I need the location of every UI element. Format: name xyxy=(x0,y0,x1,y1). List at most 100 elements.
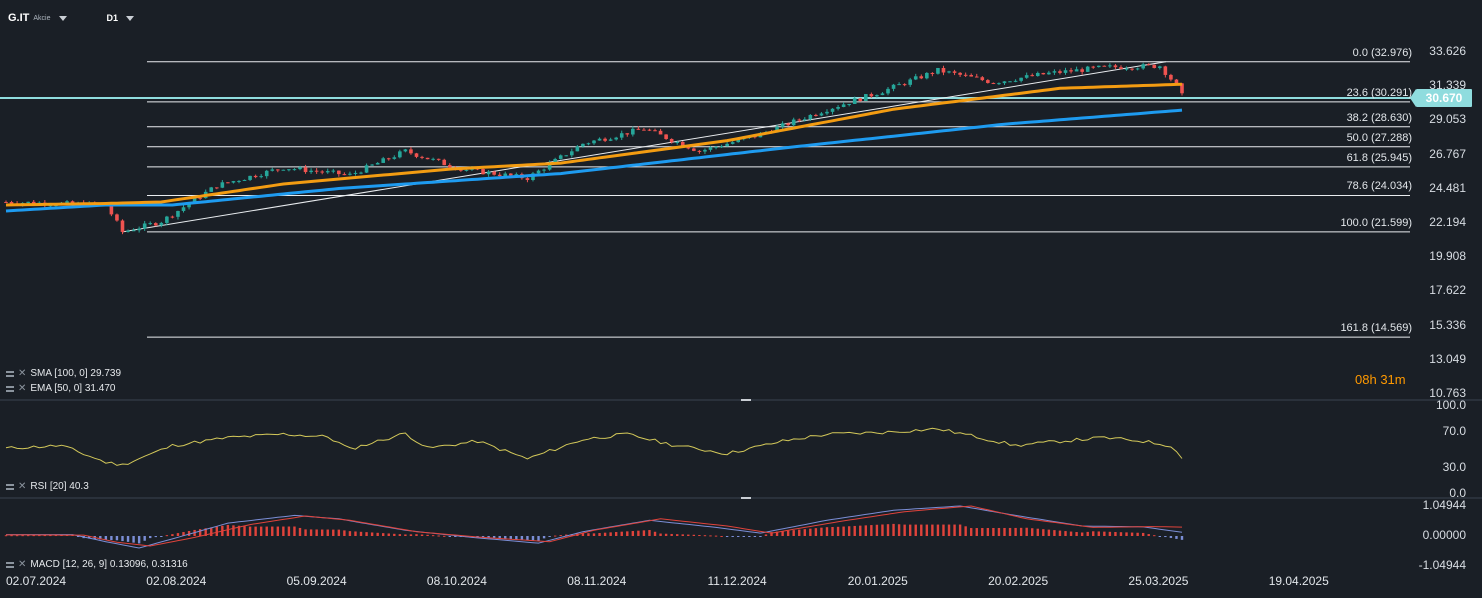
candle-down xyxy=(797,119,802,121)
macd-histogram-bar xyxy=(1075,532,1078,536)
fib-level-label: 0.0 (32.976) xyxy=(1352,46,1412,59)
candle-down xyxy=(481,168,485,175)
candle-up xyxy=(1047,72,1051,75)
macd-histogram-bar xyxy=(498,536,501,539)
candle-down xyxy=(459,169,463,171)
close-icon[interactable]: ✕ xyxy=(18,367,27,379)
macd-histogram-bar xyxy=(276,526,280,536)
macd-histogram-bar xyxy=(210,527,213,536)
symbol-dropdown-icon[interactable] xyxy=(58,15,67,21)
candle-up xyxy=(1002,81,1007,84)
candle-down xyxy=(170,216,175,218)
candle-down xyxy=(1080,69,1084,72)
macd-histogram-bar xyxy=(709,535,712,537)
ema-legend[interactable]: ✕ EMA [50, 0] 31.470 xyxy=(6,383,115,394)
macd-histogram-bar xyxy=(1008,527,1012,536)
candle-up xyxy=(780,123,785,127)
candle-down xyxy=(425,157,430,160)
candle-down xyxy=(858,98,863,101)
candle-up xyxy=(431,158,435,160)
macd-histogram-bar xyxy=(132,536,135,543)
macd-histogram-bar xyxy=(298,527,302,536)
macd-histogram-bar xyxy=(1180,536,1184,540)
candle-down xyxy=(786,123,790,126)
candle-down xyxy=(625,133,630,135)
macd-histogram-bar xyxy=(870,525,873,536)
countdown-minutes: 31 xyxy=(1380,372,1395,387)
macd-histogram-bar xyxy=(160,536,163,537)
candle-down xyxy=(109,205,114,215)
candle-up xyxy=(1085,66,1090,72)
macd-histogram-bar xyxy=(182,532,185,536)
macd-histogram-bar xyxy=(99,536,102,540)
macd-histogram-bar xyxy=(171,534,174,536)
macd-histogram-bar xyxy=(1103,531,1106,536)
macd-histogram-bar xyxy=(953,524,956,536)
rsi-legend[interactable]: ✕ RSI [20] 40.3 xyxy=(6,481,89,492)
candle-down xyxy=(1041,72,1046,75)
macd-histogram-bar xyxy=(110,536,113,541)
candle-up xyxy=(925,72,929,79)
candle-down xyxy=(447,165,452,168)
candle-up xyxy=(209,187,214,192)
macd-histogram-bar xyxy=(337,529,341,536)
candle-up xyxy=(675,141,680,143)
macd-legend[interactable]: ✕ MACD [12, 26, 9] 0.13096, 0.31316 xyxy=(6,559,188,570)
candle-up xyxy=(714,146,718,148)
candle-up xyxy=(725,143,729,147)
candle-up xyxy=(542,169,546,171)
macd-histogram-bar xyxy=(426,534,429,536)
candle-up xyxy=(503,173,508,177)
candle-up xyxy=(237,180,241,182)
menu-icon[interactable] xyxy=(6,385,14,392)
timeframe-label[interactable]: D1 xyxy=(106,13,119,23)
macd-histogram-bar xyxy=(958,524,962,536)
candle-down xyxy=(814,114,818,116)
macd-histogram-bar xyxy=(737,536,740,537)
timeframe-dropdown-icon[interactable] xyxy=(126,15,135,21)
trendline xyxy=(122,61,1166,233)
sma-legend[interactable]: ✕ SMA [100, 0] 29.739 xyxy=(6,368,121,379)
candle-down xyxy=(442,159,447,166)
macd-histogram-bar xyxy=(1125,532,1128,536)
candle-up xyxy=(819,113,824,116)
close-icon[interactable]: ✕ xyxy=(18,480,27,492)
symbol-type-label: Akcie xyxy=(33,14,51,22)
macd-histogram-bar xyxy=(376,532,379,536)
candle-up xyxy=(891,84,896,89)
candle-down xyxy=(1113,65,1118,68)
macd-histogram-bar xyxy=(443,535,446,537)
symbol-label[interactable]: G.IT xyxy=(8,12,30,24)
macd-histogram-bar xyxy=(315,529,318,536)
close-icon[interactable]: ✕ xyxy=(18,382,27,394)
macd-histogram-bar xyxy=(254,526,257,536)
candle-up xyxy=(392,157,397,159)
candle-up xyxy=(936,67,940,74)
menu-icon[interactable] xyxy=(6,483,14,490)
macd-histogram-bar xyxy=(504,536,507,539)
date-tick-label: 20.02.2025 xyxy=(988,574,1049,588)
candle-up xyxy=(181,207,186,211)
candle-up xyxy=(553,158,557,163)
macd-histogram-bar xyxy=(348,531,352,536)
macd-histogram-bar xyxy=(1097,531,1100,536)
macd-histogram-bar xyxy=(653,531,657,536)
fib-level-label: 23.6 (30.291) xyxy=(1346,86,1412,99)
candle-down xyxy=(414,153,419,157)
candle-up xyxy=(875,95,879,97)
macd-histogram-bar xyxy=(687,534,690,536)
fib-level-label: 38.2 (28.630) xyxy=(1346,111,1412,124)
macd-histogram-bar xyxy=(836,526,840,536)
macd-histogram-bar xyxy=(137,536,141,544)
menu-icon[interactable] xyxy=(6,561,14,568)
candle-up xyxy=(1141,64,1145,69)
signal-line xyxy=(6,505,1183,547)
macd-histogram-bar xyxy=(809,528,812,536)
close-icon[interactable]: ✕ xyxy=(18,558,27,570)
macd-histogram-bar xyxy=(320,529,324,536)
candle-down xyxy=(991,82,996,84)
menu-icon[interactable] xyxy=(6,370,14,377)
candle-down xyxy=(902,84,907,86)
macd-histogram-bar xyxy=(232,525,235,536)
